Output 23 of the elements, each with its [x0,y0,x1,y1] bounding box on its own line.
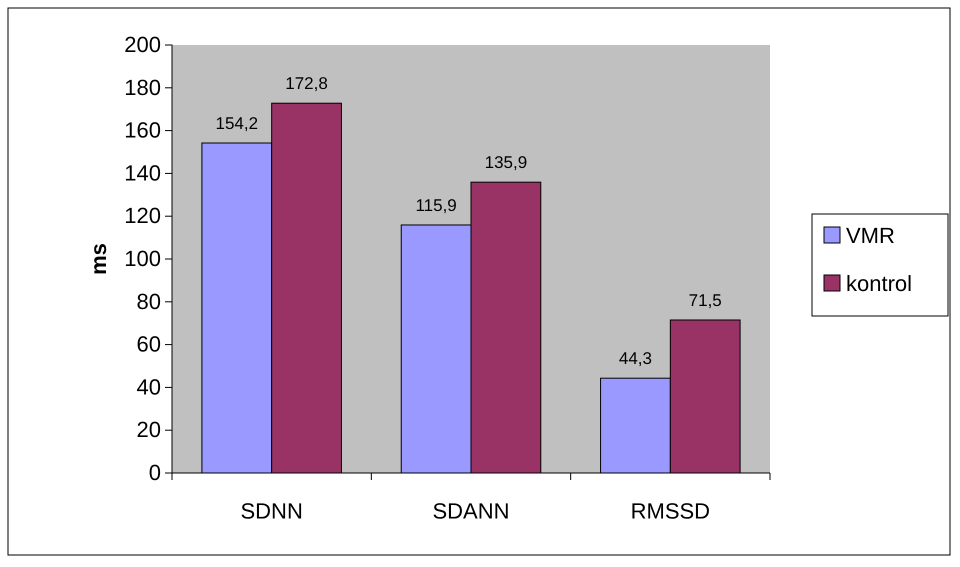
data-label: 44,3 [618,349,652,368]
y-tick-label: 100 [124,246,161,272]
data-label: 71,5 [688,290,722,310]
data-label: 154,2 [216,114,258,134]
x-tick-label: RMSSD [630,498,710,524]
data-label: 135,9 [484,153,528,172]
y-tick-label: 80 [136,288,161,314]
y-tick-label: 180 [124,74,161,100]
y-tick-label: 160 [124,118,161,143]
y-tick-label: 20 [136,417,161,442]
y-tick-label: 120 [124,203,161,228]
data-label: 115,9 [415,196,457,215]
legend-label: kontrol [846,271,912,296]
y-axis-title: ms [86,243,111,275]
y-tick-label: 60 [136,332,161,357]
x-tick-label: SDANN [432,498,510,524]
legend-label: VMR [846,223,895,248]
data-label: 172,8 [285,74,328,94]
y-tick-label: 140 [124,160,161,186]
y-tick-label: 0 [148,460,161,486]
y-tick-label: 200 [124,32,161,58]
x-tick-label: SDNN [240,498,303,524]
y-tick-label: 40 [136,374,161,400]
